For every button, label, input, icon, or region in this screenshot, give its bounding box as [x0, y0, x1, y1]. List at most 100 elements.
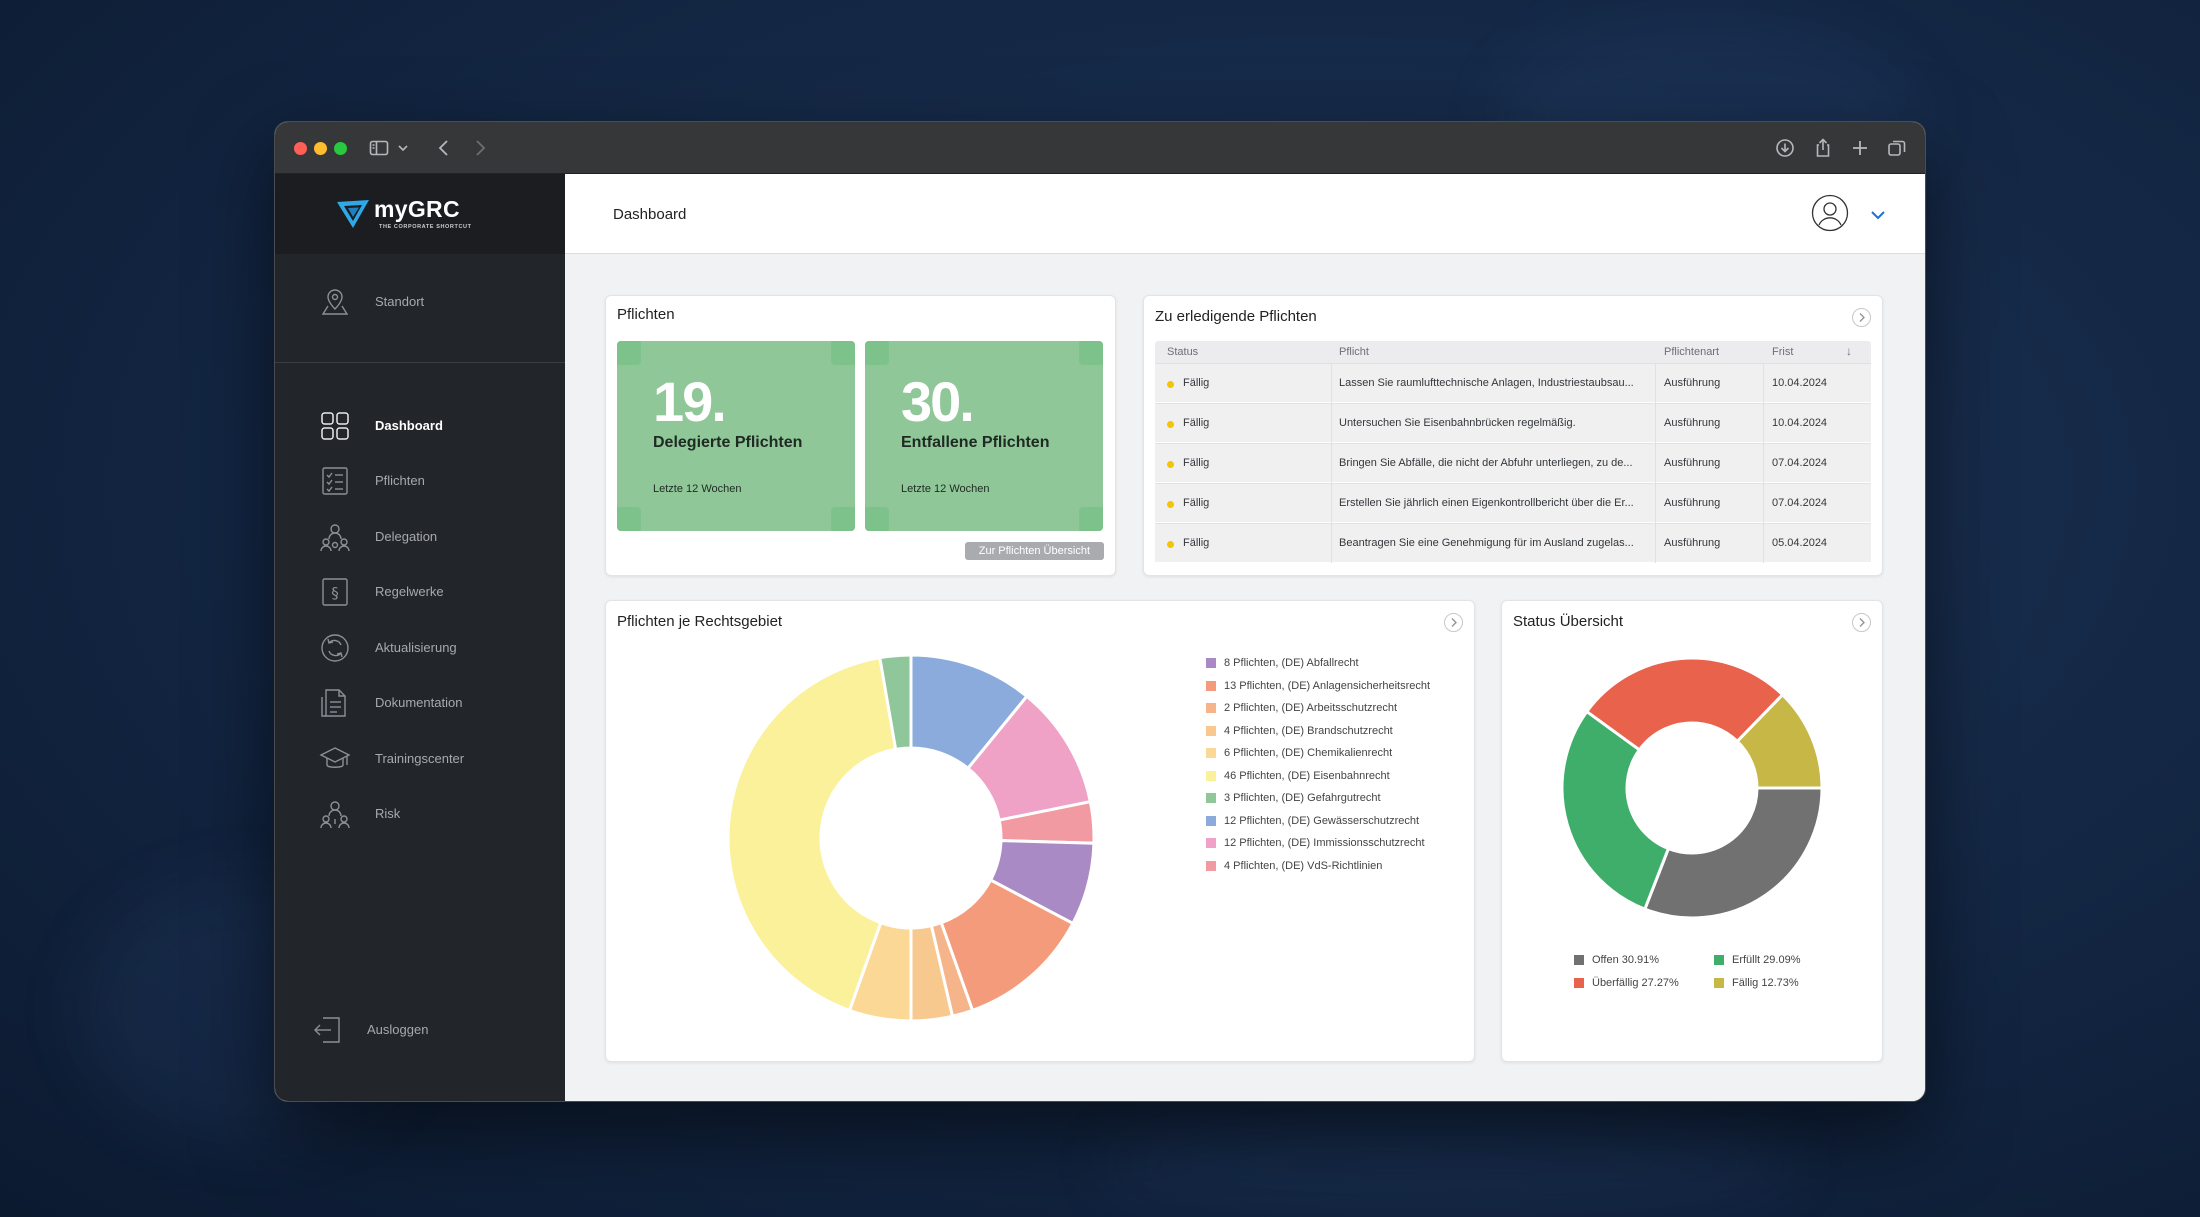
cell-frist: 07.04.2024 [1772, 457, 1828, 469]
sidebar-item-regelwerke[interactable]: § Regelwerke [319, 572, 559, 612]
download-icon[interactable] [1773, 136, 1797, 160]
sort-arrow-icon[interactable]: ↓ [1846, 344, 1852, 358]
table-header: Status Pflicht Pflichtenart Frist ↓ [1155, 341, 1871, 363]
logo-tagline: THE CORPORATE SHORTCUT [379, 224, 472, 230]
chevron-down-icon[interactable] [391, 136, 408, 160]
column-header-status[interactable]: Status [1167, 346, 1199, 358]
sidebar-item-pflichten[interactable]: Pflichten [319, 461, 559, 501]
donut-slice[interactable] [1735, 692, 1824, 790]
legend-swatch [1206, 838, 1216, 848]
people-icon [319, 521, 351, 553]
pflichten-card-title: Pflichten [617, 306, 675, 323]
legend-swatch [1574, 955, 1584, 965]
duties-by-law-legend: 8 Pflichten, (DE) Abfallrecht 13 Pflichte… [1206, 657, 1466, 887]
close-window-button[interactable] [294, 142, 307, 155]
share-icon[interactable] [1811, 136, 1835, 160]
table-row[interactable]: Fällig Bringen Sie Abfälle, die nicht der… [1155, 443, 1871, 483]
donut-slice[interactable] [1642, 786, 1824, 920]
sidebar-item-dashboard[interactable]: Dashboard [319, 406, 559, 446]
tile-corner [1079, 507, 1103, 531]
user-menu-chevron-icon[interactable] [1869, 206, 1887, 224]
column-separator [1763, 444, 1764, 483]
tab-overview-icon[interactable] [1885, 136, 1909, 160]
status-dot-icon [1167, 461, 1174, 468]
legend-label: 8 Pflichten, (DE) Abfallrecht [1224, 657, 1359, 669]
sidebar-toggle-icon[interactable] [367, 136, 391, 160]
cell-status: Fällig [1183, 377, 1210, 389]
logout-icon [311, 1014, 343, 1046]
tile-corner [1079, 341, 1103, 365]
status-dot-icon [1167, 421, 1174, 428]
cell-status: Fällig [1183, 537, 1210, 549]
duties-by-law-donut-chart [726, 653, 1096, 1023]
legend-swatch [1206, 770, 1216, 781]
back-icon[interactable] [432, 136, 456, 160]
sidebar-item-trainingscenter[interactable]: Trainingscenter [319, 739, 559, 779]
legend-label: 46 Pflichten, (DE) Eisenbahnrecht [1224, 769, 1390, 782]
cell-frist: 10.04.2024 [1772, 377, 1828, 389]
legend-label: 4 Pflichten, (DE) VdS-Richtlinien [1224, 859, 1383, 872]
donut-slice[interactable] [1584, 656, 1785, 752]
column-header-frist[interactable]: Frist [1772, 346, 1794, 358]
tile-corner [865, 341, 889, 365]
status-overview-title: Status Übersicht [1513, 613, 1624, 630]
dropped-duties-period: Letzte 12 Wochen [901, 483, 990, 495]
sidebar-item-dokumentation[interactable]: Dokumentation [319, 683, 559, 723]
minimize-window-button[interactable] [314, 142, 327, 155]
legend-label: 12 Pflichten, (DE) Gewässerschutzrecht [1224, 814, 1420, 827]
cell-pflichtenart: Ausführung [1664, 457, 1721, 469]
donut-slice[interactable] [1560, 709, 1671, 912]
user-avatar-icon[interactable] [1811, 194, 1849, 232]
dropped-duties-tile[interactable]: 30. Entfallene Pflichten Letzte 12 Woche… [865, 341, 1103, 531]
logo[interactable]: myGRC THE CORPORATE SHORTCUT [275, 174, 565, 254]
column-separator [1763, 404, 1764, 443]
refresh-icon [319, 632, 351, 664]
sidebar-item-label: Delegation [375, 529, 438, 544]
duties-overview-button[interactable]: Zur Pflichten Übersicht [964, 542, 1104, 560]
sidebar-item-label: Regelwerke [375, 584, 444, 599]
donut-slice[interactable] [878, 653, 913, 752]
cell-pflichtenart: Ausführung [1664, 497, 1721, 509]
sidebar-item-risk[interactable]: Risk [319, 794, 559, 834]
logout-button[interactable]: Ausloggen [311, 1010, 551, 1050]
chevron-right-icon [1859, 618, 1865, 627]
logo-mark-icon [337, 200, 369, 228]
legend-swatch [1574, 978, 1584, 988]
column-separator [1331, 524, 1332, 563]
column-separator [1331, 444, 1332, 483]
table-row[interactable]: Fällig Beantragen Sie eine Genehmigung fü… [1155, 523, 1871, 563]
donut-slice[interactable] [726, 655, 898, 1013]
forward-icon[interactable] [468, 136, 492, 160]
cell-status: Fällig [1183, 497, 1210, 509]
column-separator [1763, 484, 1764, 523]
column-header-pflichtenart[interactable]: Pflichtenart [1664, 346, 1720, 358]
status-overview-donut-chart [1560, 656, 1824, 920]
column-separator [1763, 364, 1764, 403]
column-separator [1331, 404, 1332, 443]
column-header-pflicht[interactable]: Pflicht [1339, 346, 1369, 358]
new-tab-icon[interactable] [1848, 136, 1872, 160]
column-separator [1655, 404, 1656, 443]
sidebar-item-standort[interactable]: Standort [319, 282, 559, 322]
cell-pflicht: Untersuchen Sie Eisenbahnbrücken regelmä… [1339, 417, 1576, 429]
sidebar-item-label: Dashboard [375, 418, 443, 433]
table-row[interactable]: Fällig Lassen Sie raumlufttechnische Anla… [1155, 363, 1871, 403]
column-separator [1763, 524, 1764, 563]
todo-duties-open-button[interactable] [1852, 308, 1871, 327]
cell-pflichtenart: Ausführung [1664, 537, 1721, 549]
table-row[interactable]: Fällig Erstellen Sie jährlich einen Eigen… [1155, 483, 1871, 523]
legend-label: 6 Pflichten, (DE) Chemikalienrecht [1224, 747, 1393, 759]
cell-pflicht: Beantragen Sie eine Genehmigung für im A… [1339, 537, 1634, 549]
sidebar-item-aktualisierung[interactable]: Aktualisierung [319, 628, 559, 668]
zoom-window-button[interactable] [334, 142, 347, 155]
status-overview-legend: Offen 30.91% Erfüllt 29.09% Überfällig 27.… [1574, 954, 1834, 994]
status-overview-open-button[interactable] [1852, 613, 1871, 632]
legend-swatch [1206, 658, 1216, 668]
legend-label: 13 Pflichten, (DE) Anlagensicherheitsrec… [1224, 679, 1431, 692]
delegated-duties-tile[interactable]: 19. Delegierte Pflichten Letzte 12 Woche… [617, 341, 855, 531]
duties-by-law-open-button[interactable] [1444, 613, 1463, 632]
page-title: Dashboard [613, 206, 687, 223]
top-header: Dashboard [565, 174, 1925, 254]
table-row[interactable]: Fällig Untersuchen Sie Eisenbahnbrücken r… [1155, 403, 1871, 443]
sidebar-item-delegation[interactable]: Delegation [319, 517, 559, 557]
